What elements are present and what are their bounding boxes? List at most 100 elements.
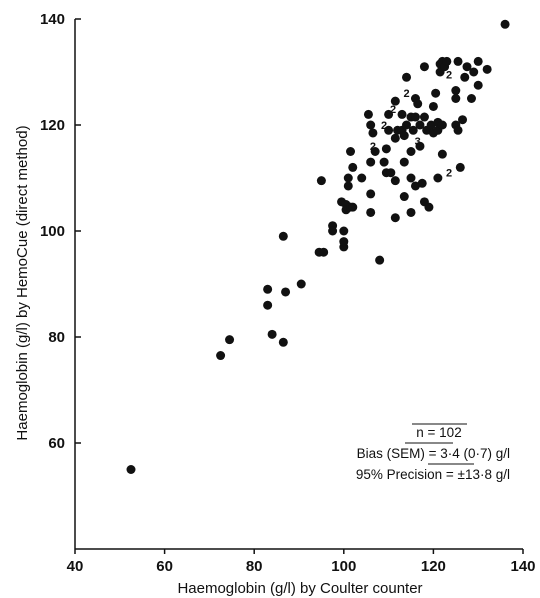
- y-axis-title: Haemoglobin (g/l) by HemoCue (direct met…: [14, 125, 31, 440]
- data-point: [442, 56, 452, 66]
- y-tick-label: 80: [48, 329, 65, 346]
- axes: [74, 19, 523, 550]
- x-axis-title: Haemoglobin (g/l) by Coulter counter: [177, 580, 422, 597]
- data-point: [366, 157, 376, 167]
- n-label: n = 102: [416, 425, 461, 440]
- x-tick-label: 100: [331, 558, 356, 575]
- statistics-annotation: n = 102 Bias (SEM) = 3·4 (0·7) g/l 95% P…: [356, 423, 510, 482]
- data-point: [402, 120, 412, 130]
- data-point: [263, 284, 273, 294]
- data-point: [431, 88, 441, 98]
- data-point: [384, 125, 394, 135]
- data-point: [281, 287, 291, 297]
- multiplicity-label: 2: [370, 141, 376, 153]
- data-point: [433, 173, 443, 183]
- data-point: [419, 112, 429, 122]
- data-point: [413, 99, 423, 109]
- multiplicity-label: 3: [415, 136, 421, 148]
- data-point: [415, 141, 425, 151]
- data-point: [390, 96, 400, 106]
- data-point: [319, 247, 329, 257]
- data-point: [437, 120, 447, 130]
- data-point: [216, 351, 226, 361]
- data-point: [397, 109, 407, 119]
- data-point: [417, 178, 427, 188]
- data-point: [410, 112, 420, 122]
- data-point: [363, 109, 373, 119]
- data-point: [406, 147, 416, 156]
- data-point: [343, 181, 353, 191]
- data-point: [469, 67, 479, 77]
- data-point: [390, 133, 400, 143]
- data-point: [462, 62, 472, 72]
- x-tick-label: 80: [246, 558, 263, 575]
- data-point: [428, 101, 438, 111]
- multiplicity-label: 2: [381, 120, 387, 132]
- data-point: [225, 335, 235, 345]
- data-point: [263, 300, 273, 310]
- y-tick-label: 60: [48, 435, 65, 452]
- data-point: [348, 202, 358, 212]
- x-tick-label: 40: [67, 558, 84, 575]
- data-point: [419, 62, 429, 72]
- data-point: [375, 255, 385, 265]
- y-tick-group: 60 80 100 120 140: [40, 11, 81, 452]
- data-point: [406, 173, 416, 183]
- data-point: [343, 173, 353, 183]
- data-point: [466, 94, 476, 103]
- data-point: [453, 56, 463, 66]
- data-point: [451, 86, 461, 96]
- x-tick-label: 120: [421, 558, 446, 575]
- data-point: [384, 109, 394, 119]
- data-point: [453, 125, 463, 135]
- data-points: [126, 19, 510, 474]
- y-tick-label: 140: [40, 11, 65, 28]
- data-point: [370, 147, 380, 156]
- data-point: [278, 337, 288, 347]
- y-tick-label: 100: [40, 223, 65, 240]
- data-point: [379, 157, 389, 167]
- data-point: [482, 64, 492, 74]
- data-point: [408, 125, 418, 135]
- data-point: [267, 329, 277, 339]
- data-point: [500, 19, 510, 29]
- data-point: [296, 279, 306, 289]
- data-point: [328, 226, 338, 236]
- data-point: [399, 131, 409, 141]
- data-point: [357, 173, 367, 183]
- data-point: [473, 56, 483, 66]
- multiplicity-label: 2: [446, 168, 452, 180]
- data-point: [339, 237, 349, 247]
- multiplicity-label: 2: [446, 70, 452, 82]
- data-point: [415, 120, 425, 130]
- data-point: [437, 149, 447, 159]
- data-point: [455, 162, 465, 172]
- data-point: [406, 207, 416, 217]
- bias-label: Bias (SEM) = 3·4 (0·7) g/l: [357, 446, 510, 461]
- data-point: [473, 80, 483, 90]
- data-point: [451, 94, 461, 103]
- data-point: [366, 120, 376, 130]
- data-point: [458, 115, 468, 125]
- data-point: [390, 176, 400, 186]
- data-point: [366, 207, 376, 217]
- data-point: [126, 465, 136, 474]
- data-point: [424, 202, 434, 212]
- x-tick-label: 60: [156, 558, 173, 575]
- data-point: [366, 189, 376, 199]
- data-point: [402, 72, 412, 82]
- data-point: [278, 231, 288, 241]
- data-point: [348, 162, 358, 172]
- data-point: [368, 128, 378, 138]
- x-tick-label: 140: [510, 558, 535, 575]
- data-point: [386, 168, 396, 178]
- data-point: [399, 192, 409, 202]
- multiplicity-label: 2: [390, 104, 396, 116]
- data-point: [346, 147, 356, 156]
- data-point: [316, 176, 326, 186]
- data-point: [339, 226, 349, 236]
- x-tick-group: 40 60 80 100 120 140: [67, 549, 536, 575]
- multiplicity-label: 2: [403, 88, 409, 100]
